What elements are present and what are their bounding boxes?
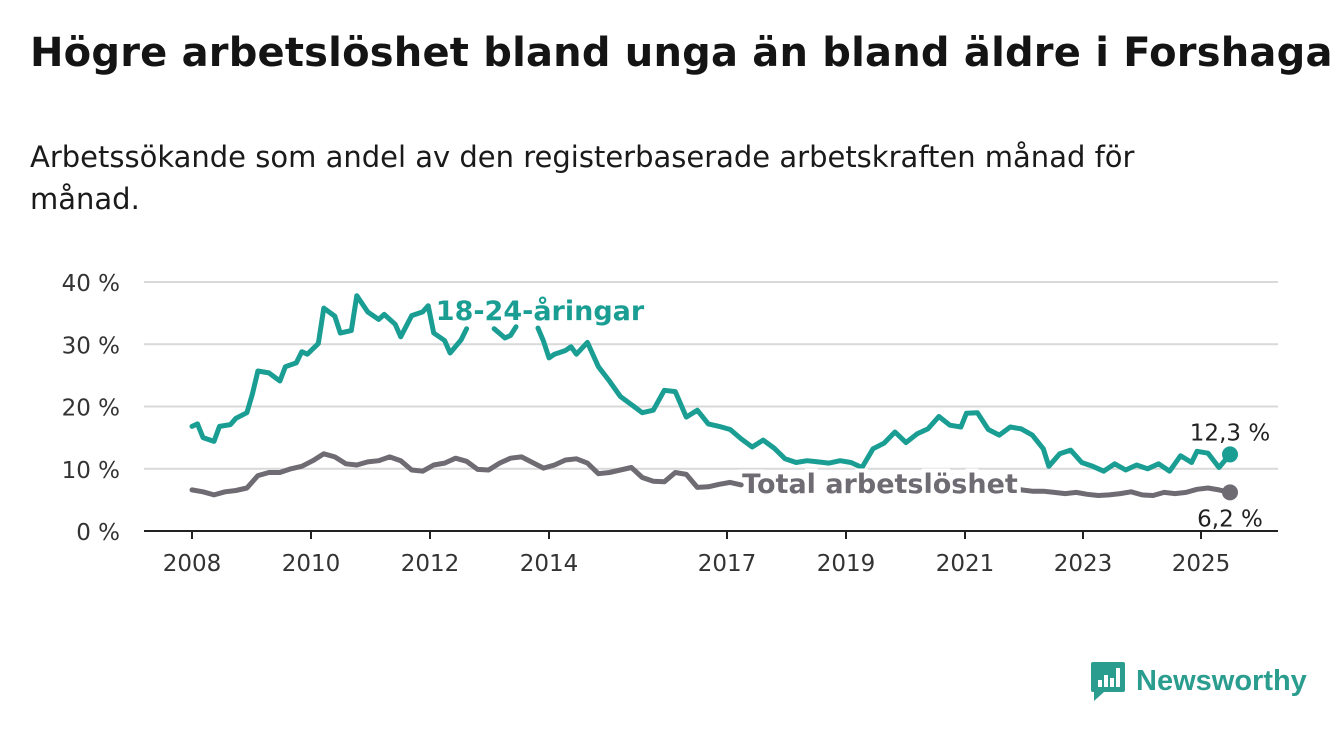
chart-title: Högre arbetslöshet bland unga än bland ä…: [30, 30, 1333, 76]
series-line-2: [535, 325, 1233, 474]
series-annotation: Total arbetslöshet: [742, 469, 1018, 500]
x-tick-label: 2023: [1054, 551, 1113, 577]
x-tick-label: 2021: [936, 551, 995, 577]
newsworthy-logo-icon: [1091, 662, 1125, 701]
y-tick-label: 10 %: [62, 458, 120, 484]
brand-name: Newsworthy: [1136, 664, 1307, 697]
y-tick-label: 40 %: [62, 271, 120, 297]
series-annotation: 18-24-åringar: [436, 295, 645, 327]
end-dot: [1222, 446, 1238, 463]
end-dot: [1222, 484, 1238, 501]
x-tick-label: 2008: [163, 551, 222, 577]
x-tick-label: 2017: [698, 551, 757, 577]
end-value-label: 6,2 %: [1197, 506, 1263, 532]
series-lines: [189, 293, 1233, 498]
y-tick-label: 30 %: [62, 333, 120, 359]
x-tick-label: 2025: [1172, 551, 1231, 577]
x-axis-ticks: 2008 2010 2012 2014 2017 2019 2021 2023 2025: [163, 531, 1231, 577]
gridlines: [144, 281, 1278, 532]
series-line-1: [491, 324, 519, 341]
y-axis-ticks: 0 % 10 % 20 % 30 % 40 %: [62, 271, 120, 546]
x-tick-label: 2012: [401, 551, 460, 577]
chart-subtitle: Arbetssökande som andel av den registerb…: [30, 140, 1135, 216]
x-tick-label: 2014: [520, 551, 579, 577]
series-line-3: [189, 451, 744, 498]
y-tick-label: 0 %: [76, 520, 120, 546]
series-line-0: [189, 293, 470, 444]
end-value-label: 12,3 %: [1190, 420, 1270, 446]
series-line-4: [996, 481, 1233, 498]
y-tick-label: 20 %: [62, 396, 120, 422]
newsworthy-logo: Newsworthy: [1090, 660, 1307, 702]
chart-annotations: 12,3 % 6,2 % 18-24-åringar Total arbetslösh…: [432, 291, 1270, 532]
x-tick-label: 2010: [282, 551, 341, 577]
x-tick-label: 2019: [817, 551, 876, 577]
